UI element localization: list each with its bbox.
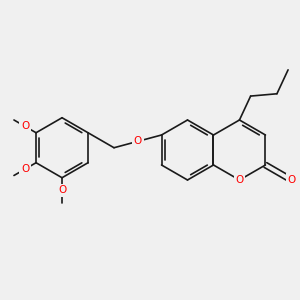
Text: O: O <box>235 175 244 185</box>
Text: O: O <box>58 185 66 196</box>
Text: O: O <box>21 122 29 131</box>
Text: O: O <box>134 136 142 146</box>
Text: O: O <box>287 175 296 185</box>
Text: O: O <box>21 164 29 174</box>
